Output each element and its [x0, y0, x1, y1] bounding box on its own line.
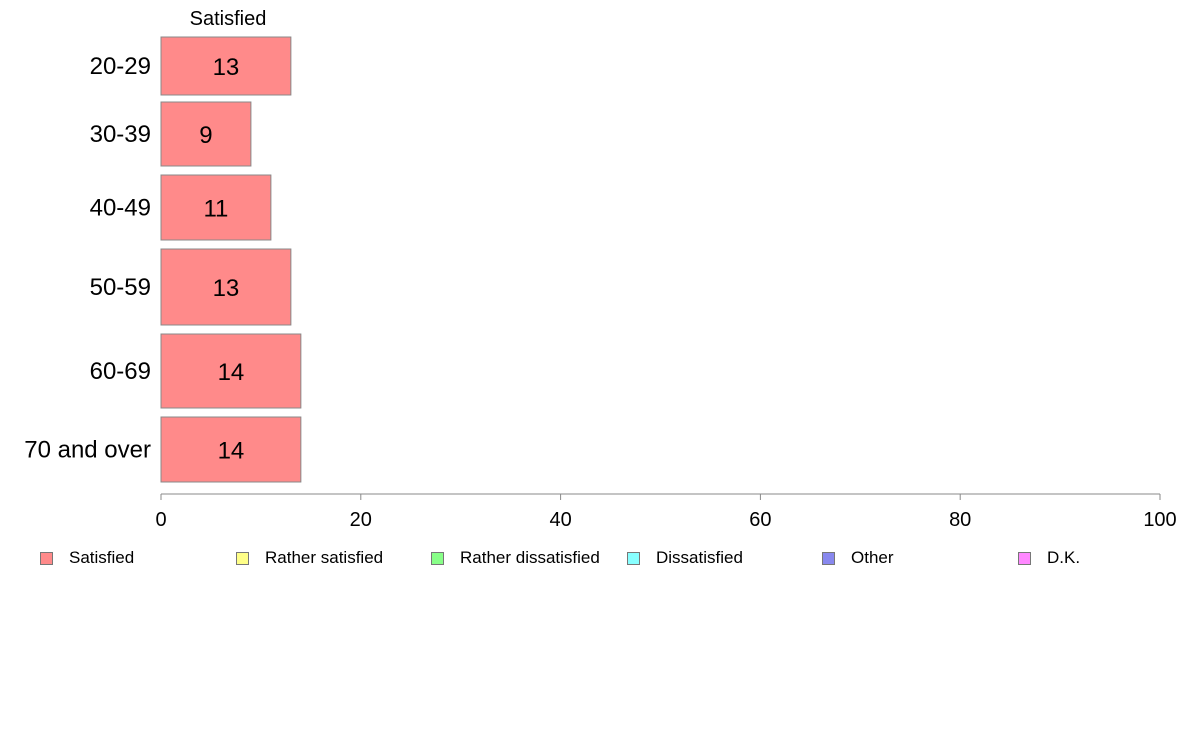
bar-value-label: 11	[203, 196, 228, 223]
legend-item: Other	[822, 548, 894, 568]
legend-item: Dissatisfied	[627, 548, 743, 568]
legend-swatch	[431, 551, 444, 565]
bar	[160, 101, 252, 167]
category-label: 50-59	[90, 274, 151, 301]
category-label: 40-49	[90, 195, 151, 222]
x-tick-label: 0	[155, 509, 166, 531]
legend-swatch	[822, 551, 835, 565]
bar-value-label: 9	[199, 122, 212, 149]
legend-item: Rather dissatisfied	[431, 548, 600, 568]
category-label: 30-39	[90, 121, 151, 148]
legend-item: Rather satisfied	[236, 548, 383, 568]
legend-label: Other	[851, 548, 894, 567]
bar	[160, 416, 302, 483]
x-tick-label: 40	[549, 509, 571, 531]
x-tick-label: 60	[749, 509, 771, 531]
series-title: Satisfied	[190, 8, 267, 30]
bar-value-label: 13	[213, 54, 240, 81]
bar-value-label: 14	[218, 359, 245, 386]
legend-item: Satisfied	[40, 548, 134, 568]
legend: Satisfied Rather satisfied Rather dissatis…	[40, 548, 1180, 568]
bar	[160, 174, 272, 241]
legend-label: Dissatisfied	[656, 548, 743, 567]
legend-label: Rather satisfied	[265, 548, 384, 567]
legend-label: Satisfied	[69, 548, 135, 567]
legend-label: Rather dissatisfied	[460, 548, 600, 567]
bar-value-label: 14	[218, 438, 245, 465]
category-label: 70 and over	[24, 437, 151, 464]
x-tick-label: 20	[350, 509, 372, 531]
category-label: 20-29	[90, 53, 151, 80]
category-label: 60-69	[90, 358, 151, 385]
bar-chart: Satisfied 20-29 13 30-39 9 40-49 11 50-59 13 60-6…	[24, 8, 1176, 531]
legend-item: D.K.	[1018, 548, 1080, 568]
bar	[160, 333, 302, 409]
bar-value-label: 13	[213, 275, 240, 302]
legend-swatch	[236, 551, 249, 565]
legend-label: D.K.	[1047, 548, 1081, 567]
x-tick-label: 80	[949, 509, 971, 531]
legend-swatch	[40, 551, 53, 565]
bar	[160, 248, 292, 326]
bar	[160, 36, 292, 96]
legend-swatch	[627, 551, 640, 565]
x-tick-label: 100	[1143, 509, 1176, 531]
legend-swatch	[1018, 551, 1031, 565]
